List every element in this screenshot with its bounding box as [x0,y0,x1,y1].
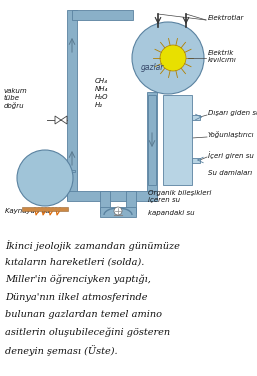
Circle shape [114,207,122,215]
Bar [67,10,77,200]
Text: İçeri giren su: İçeri giren su [208,151,254,159]
Bar [68,170,75,172]
Text: Kaynayan su: Kaynayan su [5,208,50,214]
Bar [148,95,156,185]
Text: Su damlaları: Su damlaları [208,170,252,176]
Text: deneyin şeması (Üste).: deneyin şeması (Üste). [5,345,118,356]
Text: gazlar: gazlar [140,64,164,73]
Text: asitlerin oluşubileceğini gösteren: asitlerin oluşubileceğini gösteren [5,327,170,337]
Bar [163,95,192,185]
Polygon shape [55,116,61,124]
Bar [68,164,69,172]
Circle shape [160,45,186,71]
Bar [67,191,157,201]
Bar [22,207,68,211]
Text: Elektrik
kıvılcımı: Elektrik kıvılcımı [208,50,237,63]
Text: Yoğunlaştırıcı: Yoğunlaştırıcı [208,132,255,138]
Text: Organik bileşikleri
içeren su: Organik bileşikleri içeren su [148,190,211,203]
Bar [147,92,157,200]
Text: Elektrotlar: Elektrotlar [208,15,244,21]
Text: vakum
tübe
doğru: vakum tübe doğru [4,88,28,109]
Polygon shape [61,116,67,124]
Circle shape [132,22,204,94]
Text: Miller'in öğrenciyken yaptığı,: Miller'in öğrenciyken yaptığı, [5,275,151,285]
Bar [192,158,200,162]
Bar [192,115,200,120]
Text: İkinci jeolojik zamandan günümüze: İkinci jeolojik zamandan günümüze [5,240,180,251]
Bar [72,10,133,20]
Text: Dünya'nın ilkel atmosferinde: Dünya'nın ilkel atmosferinde [5,293,148,302]
Text: kapandaki su: kapandaki su [148,210,195,216]
Text: Dışarı giden su: Dışarı giden su [208,110,257,116]
Circle shape [17,150,73,206]
Bar [126,191,136,213]
Text: bulunan gazlardan temel amino: bulunan gazlardan temel amino [5,310,162,319]
Text: kıtaların hareketleri (solda).: kıtaların hareketleri (solda). [5,258,144,267]
Bar [100,191,110,213]
Text: CH₄
NH₄
H₂O
H₂: CH₄ NH₄ H₂O H₂ [95,78,108,108]
Bar [100,207,136,217]
